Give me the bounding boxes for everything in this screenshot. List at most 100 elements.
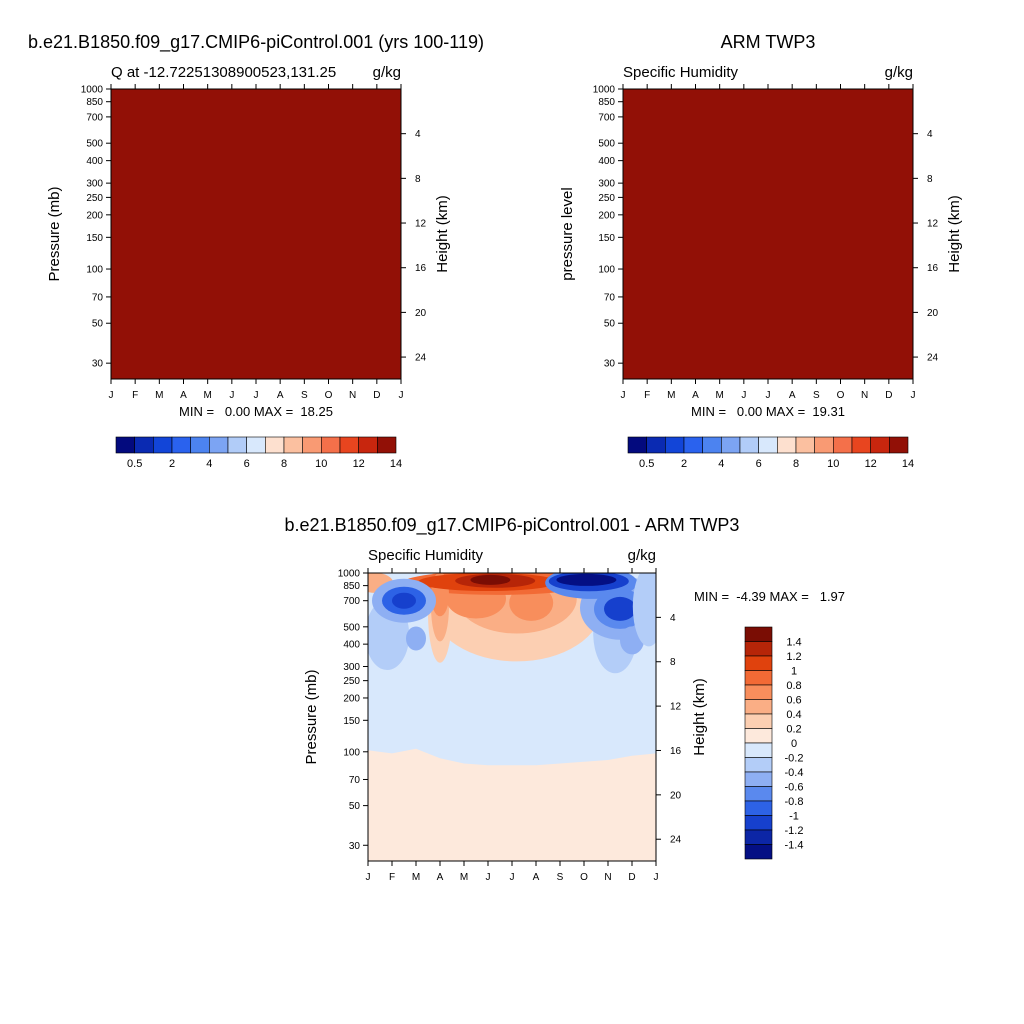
pressure-tick-label: 70 (92, 292, 104, 303)
height-tick-label: 20 (927, 308, 939, 319)
pressure-tick-label: 100 (343, 747, 360, 758)
month-tick-label: J (621, 390, 626, 401)
panel-obs-ylabel: pressure level (559, 187, 576, 280)
panel-model-colorbar: 0.5 2 4 6 8 10 12 14 (115, 436, 402, 470)
height-tick-label: 8 (927, 174, 933, 185)
month-tick-label: A (180, 390, 187, 401)
colorbar-swatch (744, 742, 773, 758)
panel-obs-plot-area (623, 89, 913, 379)
pressure-tick-label: 250 (86, 193, 103, 204)
panel-model-subtitle-left: Q at -12.72251308900523,131.25 (111, 64, 336, 81)
diff-contour-blob (406, 626, 426, 651)
colorbar-label: 4 (718, 458, 724, 470)
month-tick-label: N (349, 390, 356, 401)
colorbar-swatch (795, 436, 815, 454)
diff-contour-blob (556, 573, 617, 586)
panel-diff-minmax: MIN = -4.39 MAX = 1.97 (694, 589, 845, 604)
diff-contour-blob (632, 573, 656, 647)
month-tick-label: O (580, 872, 588, 883)
height-tick-label: 20 (670, 790, 682, 801)
colorbar-swatch (744, 655, 773, 671)
colorbar-swatch (702, 436, 722, 454)
colorbar-label: -0.8 (785, 796, 804, 808)
month-tick-label: O (325, 390, 333, 401)
colorbar-label: 0.8 (786, 680, 801, 692)
month-tick-label: N (861, 390, 868, 401)
pressure-tick-label: 700 (343, 596, 360, 607)
pressure-tick-label: 1000 (81, 85, 104, 96)
pressure-tick-label: 1000 (593, 85, 616, 96)
colorbar-label: 12 (353, 458, 365, 470)
month-tick-label: A (277, 390, 284, 401)
panel-model-height-ticks: 24 20 16 12 8 4 (401, 129, 427, 364)
colorbar-swatch (302, 436, 322, 454)
height-tick-label: 12 (415, 219, 427, 230)
pressure-tick-label: 200 (343, 693, 360, 704)
pressure-tick-label: 400 (598, 156, 615, 167)
panel-diff: b.e21.B1850.f09_g17.CMIP6-piControl.001 … (285, 515, 845, 883)
height-tick-label: 8 (415, 174, 421, 185)
colorbar-label: 2 (681, 458, 687, 470)
colorbar-swatch (744, 670, 773, 686)
height-tick-label: 4 (415, 129, 421, 140)
height-tick-label: 20 (415, 308, 427, 319)
month-tick-label: J (366, 872, 371, 883)
panel-diff-ylabel: Pressure (mb) (303, 669, 320, 764)
height-tick-label: 12 (670, 702, 682, 713)
pressure-tick-label: 30 (604, 359, 616, 370)
month-tick-label: M (715, 390, 723, 401)
month-tick-label: J (399, 390, 404, 401)
height-tick-label: 4 (927, 129, 933, 140)
height-tick-label: 4 (670, 613, 676, 624)
colorbar-swatch (777, 436, 797, 454)
height-tick-label: 16 (415, 263, 427, 274)
pressure-tick-label: 500 (598, 139, 615, 150)
colorbar-swatch (870, 436, 890, 454)
colorbar-swatch (283, 436, 303, 454)
month-tick-label: D (885, 390, 892, 401)
colorbar-swatch (265, 436, 285, 454)
panel-obs-minmax: MIN = 0.00 MAX = 19.31 (691, 404, 845, 419)
colorbar-swatch (627, 436, 647, 454)
colorbar-swatch (744, 800, 773, 816)
height-tick-label: 12 (927, 219, 939, 230)
colorbar-swatch (744, 815, 773, 831)
month-tick-label: F (389, 872, 395, 883)
pressure-tick-label: 400 (86, 156, 103, 167)
pressure-tick-label: 400 (343, 640, 360, 651)
colorbar-swatch (744, 771, 773, 787)
colorbar-swatch (744, 728, 773, 744)
colorbar-swatch (814, 436, 834, 454)
diff-contour-blob (392, 592, 416, 609)
month-tick-label: N (604, 872, 611, 883)
panel-model-title: b.e21.B1850.f09_g17.CMIP6-piControl.001 … (28, 32, 484, 53)
panel-model-minmax: MIN = 0.00 MAX = 18.25 (179, 404, 333, 419)
colorbar-label: 14 (390, 458, 402, 470)
colorbar-label: 12 (865, 458, 877, 470)
colorbar-label: 8 (281, 458, 287, 470)
colorbar-swatch (321, 436, 341, 454)
colorbar-label: -1.4 (785, 840, 804, 852)
panel-model: b.e21.B1850.f09_g17.CMIP6-piControl.001 … (28, 32, 484, 470)
pressure-tick-label: 150 (598, 233, 615, 244)
month-tick-label: J (510, 872, 515, 883)
colorbar-label: 1.2 (786, 651, 801, 663)
colorbar-label: 6 (756, 458, 762, 470)
colorbar-label: 10 (827, 458, 839, 470)
pressure-tick-label: 500 (343, 622, 360, 633)
month-tick-label: D (628, 872, 635, 883)
pressure-tick-label: 150 (86, 233, 103, 244)
month-tick-label: J (766, 390, 771, 401)
pressure-tick-label: 30 (349, 841, 361, 852)
colorbar-label: -1.2 (785, 825, 804, 837)
colorbar-swatch (646, 436, 666, 454)
colorbar-label: 1 (791, 666, 797, 678)
colorbar-swatch (683, 436, 703, 454)
panel-model-plot-area (111, 89, 401, 379)
colorbar-label: 10 (315, 458, 327, 470)
